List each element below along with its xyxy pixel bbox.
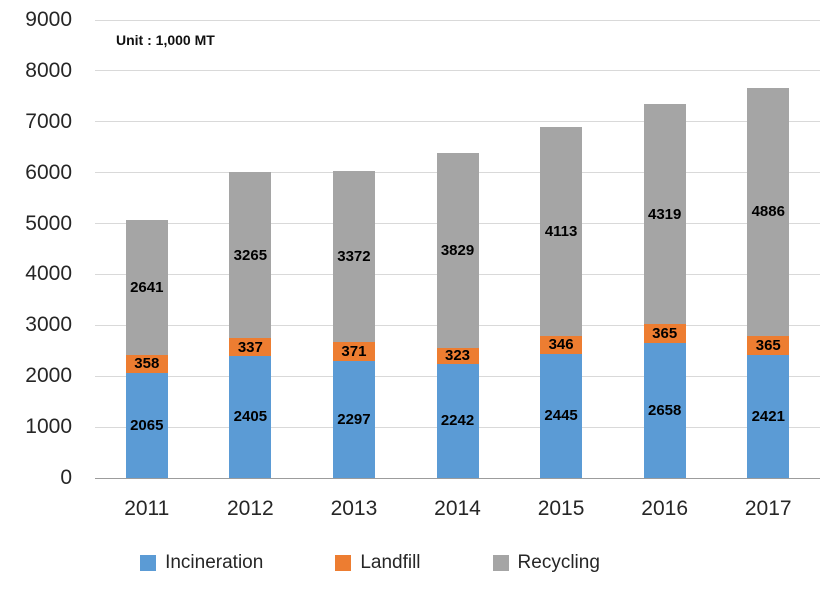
x-tick-label: 2017 [744, 497, 792, 520]
y-tick-label: 1000 [25, 415, 72, 439]
legend-swatch [335, 555, 352, 571]
bar-segment-incineration: 2658 [643, 342, 686, 478]
segment-value-label: 2297 [337, 411, 371, 429]
segment-value-label: 2421 [751, 407, 785, 425]
stacked-bar: 2421 365 4886 [747, 87, 790, 478]
x-tick-label: 2016 [641, 497, 688, 520]
y-tick-label: 6000 [25, 160, 72, 184]
segment-value-label: 365 [755, 337, 781, 355]
y-axis-labels: 0 1000 2000 3000 4000 5000 6000 7000 8000 9000 [0, 8, 72, 489]
bar-segment-recycling: 3265 [229, 172, 272, 339]
y-tick-label: 5000 [25, 211, 72, 235]
bar-group: 2297 371 3372 [302, 20, 406, 478]
bar-segment-recycling: 4113 [540, 126, 583, 336]
bar-segment-landfill: 323 [436, 347, 479, 365]
legend-swatch [140, 555, 157, 571]
segment-value-label: 365 [652, 324, 678, 342]
gridline [95, 19, 820, 21]
x-tick-label: 2012 [226, 497, 274, 520]
bar-segment-incineration: 2242 [436, 363, 479, 478]
bar-segment-incineration: 2297 [332, 361, 375, 478]
bar-group: 2658 365 4319 [613, 20, 717, 478]
segment-value-label: 2065 [130, 416, 164, 434]
legend-label: Recycling [517, 552, 600, 573]
segment-value-label: 2405 [233, 408, 268, 426]
stacked-bar: 2405 337 3265 [229, 172, 272, 478]
bar-segment-recycling: 4319 [643, 104, 686, 325]
stacked-bar: 2658 365 4319 [643, 104, 686, 478]
bar-segment-incineration: 2421 [747, 354, 790, 478]
x-axis-labels: 2011 2012 2013 2014 2015 2016 2017 [95, 479, 820, 523]
legend-item-incineration: Incineration [140, 552, 263, 574]
y-tick-label: 7000 [25, 109, 72, 133]
bar-segment-recycling: 2641 [125, 220, 168, 355]
segment-value-label: 4319 [647, 205, 682, 223]
bar-segment-recycling: 4886 [747, 87, 790, 337]
bar-segment-recycling: 3829 [436, 152, 479, 348]
y-tick-label: 3000 [25, 313, 72, 337]
legend-item-recycling: Recycling [492, 552, 600, 574]
segment-value-label: 3829 [440, 241, 475, 259]
bar-segment-incineration: 2065 [125, 372, 168, 478]
legend-label: Incineration [165, 552, 264, 573]
bar-segment-landfill: 365 [643, 324, 686, 343]
bar-segment-landfill: 358 [125, 354, 168, 373]
segment-value-label: 358 [134, 355, 160, 373]
segment-value-label: 323 [445, 347, 471, 365]
stacked-bar: 2297 371 3372 [332, 170, 375, 478]
y-tick-label: 0 [60, 466, 72, 489]
bar-group: 2421 365 4886 [716, 20, 820, 478]
stacked-bar: 2242 323 3829 [436, 152, 479, 478]
segment-value-label: 346 [548, 336, 574, 354]
legend-swatch [492, 555, 509, 571]
stacked-bar: 2065 358 2641 [125, 220, 168, 478]
legend: Incineration Landfill Recycling [0, 552, 740, 574]
bar-segment-landfill: 346 [540, 335, 583, 354]
x-tick-label: 2015 [537, 497, 585, 520]
y-tick-label: 2000 [25, 364, 72, 388]
stacked-bar: 2445 346 4113 [540, 126, 583, 478]
unit-label: Unit : 1,000 MT [116, 32, 215, 48]
segment-value-label: 2641 [130, 279, 164, 297]
y-tick-label: 4000 [25, 262, 72, 286]
bar-segment-landfill: 371 [332, 342, 375, 362]
x-tick-label: 2013 [330, 497, 378, 520]
x-tick-label: 2014 [434, 497, 481, 520]
bar-segment-recycling: 3372 [332, 170, 375, 343]
segment-value-label: 371 [341, 343, 367, 361]
bar-group: 2242 323 3829 [406, 20, 510, 478]
segment-value-label: 2445 [544, 407, 578, 425]
bar-group: 2065 358 2641 [95, 20, 199, 478]
segment-value-label: 2658 [647, 401, 682, 419]
bar-segment-incineration: 2445 [540, 353, 583, 478]
bar-segment-incineration: 2405 [229, 355, 272, 478]
bars: 2065 358 2641 2405 337 3265 2297 371 3372 2242 323… [95, 20, 820, 478]
legend-label: Landfill [360, 552, 421, 573]
x-tick-label: 2011 [124, 497, 170, 520]
segment-value-label: 337 [237, 338, 263, 356]
segment-value-label: 4113 [544, 222, 578, 240]
segment-value-label: 3372 [337, 247, 371, 265]
segment-value-label: 2242 [440, 412, 475, 430]
bar-segment-landfill: 337 [229, 338, 272, 356]
legend-item-landfill: Landfill [335, 552, 421, 574]
bar-group: 2405 337 3265 [199, 20, 303, 478]
bar-segment-landfill: 365 [747, 336, 790, 355]
gridline [95, 121, 820, 123]
segment-value-label: 4886 [751, 203, 785, 221]
segment-value-label: 3265 [233, 246, 268, 264]
y-tick-label: 8000 [25, 58, 72, 82]
plot-area: 2065 358 2641 2405 337 3265 2297 371 3372 2242 323… [95, 19, 820, 479]
bar-group: 2445 346 4113 [509, 20, 613, 478]
gridline [95, 70, 820, 72]
y-tick-label: 9000 [25, 8, 72, 31]
